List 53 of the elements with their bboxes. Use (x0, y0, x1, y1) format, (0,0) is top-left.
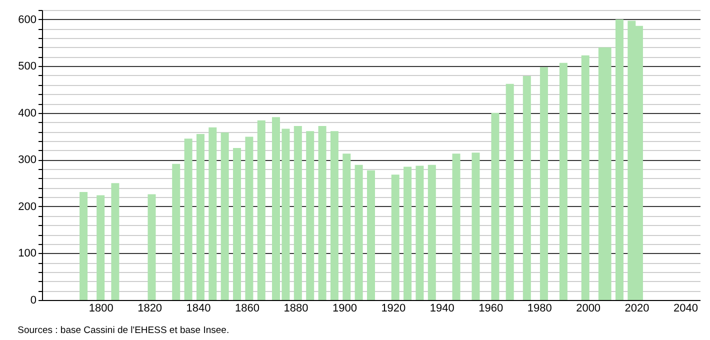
x-tick-label: 1880 (284, 302, 308, 314)
bar (342, 154, 351, 300)
y-tick-label: 600 (18, 14, 36, 26)
bar (367, 170, 375, 300)
bar (428, 164, 436, 300)
bar (318, 126, 326, 300)
y-tick-label: 200 (18, 200, 36, 213)
x-tick-label: 1920 (381, 302, 406, 314)
bar (522, 76, 531, 300)
bar (416, 166, 424, 300)
bar (354, 164, 363, 300)
bar (452, 154, 460, 300)
x-tick-label: 1820 (138, 302, 162, 314)
bar (148, 194, 156, 300)
bar (472, 152, 480, 300)
y-tick-label: 0 (30, 294, 36, 306)
bar (294, 126, 302, 300)
y-tick-label: 300 (18, 154, 36, 166)
bar (96, 195, 105, 300)
x-tick-label: 2000 (576, 302, 601, 314)
bar (559, 62, 568, 300)
x-tick-label: 1900 (332, 302, 357, 314)
bar (257, 120, 266, 300)
x-tick-label: 1940 (430, 302, 454, 314)
x-tick-label: 1860 (235, 302, 260, 314)
bar (172, 164, 180, 300)
bar (80, 192, 88, 300)
bar (391, 174, 400, 300)
x-tick-label: 1800 (88, 302, 114, 314)
x-tick-label: 1960 (478, 302, 504, 314)
y-tick-label: 500 (18, 60, 36, 73)
y-tick-label: 400 (18, 107, 36, 120)
source-note: Sources : base Cassini de l'EHESS et base Insee. (18, 325, 230, 336)
bar (233, 148, 242, 300)
bar (581, 55, 590, 300)
bar (615, 19, 624, 300)
bar (506, 84, 514, 300)
bar (491, 112, 500, 300)
bar (330, 131, 338, 300)
bar (220, 132, 229, 300)
bar (540, 67, 548, 300)
bar (306, 131, 314, 300)
bar (111, 183, 120, 300)
bar (245, 136, 254, 300)
x-tick-label: 2040 (674, 302, 698, 314)
bar (184, 138, 192, 300)
x-tick-label: 1840 (186, 302, 211, 314)
x-tick-label: 1980 (527, 302, 552, 314)
bar (404, 166, 412, 300)
y-tick-label: 100 (18, 248, 36, 260)
x-tick-label: 2020 (624, 302, 650, 314)
bar (208, 127, 217, 300)
bar (196, 134, 204, 300)
